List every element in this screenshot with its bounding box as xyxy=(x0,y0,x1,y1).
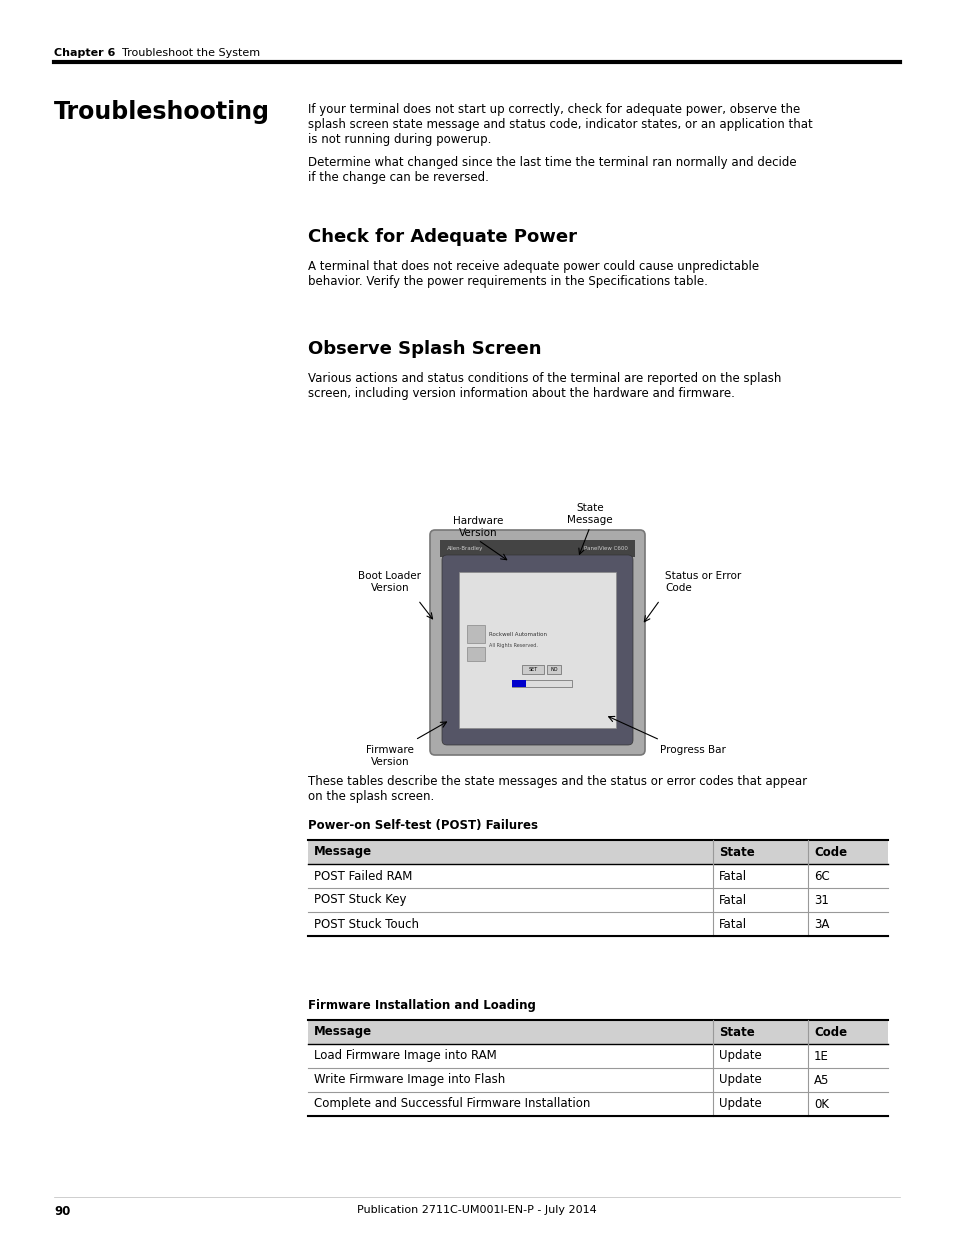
Bar xyxy=(467,647,484,661)
Text: Publication 2711C-UM001I-EN-P - July 2014: Publication 2711C-UM001I-EN-P - July 201… xyxy=(356,1205,597,1215)
Bar xyxy=(712,1020,807,1044)
Text: Message: Message xyxy=(314,1025,372,1039)
Text: Firmware
Version: Firmware Version xyxy=(366,745,414,767)
Text: Fatal: Fatal xyxy=(719,869,746,883)
Text: State: State xyxy=(719,846,754,858)
Text: POST Stuck Touch: POST Stuck Touch xyxy=(314,918,418,930)
Text: Message: Message xyxy=(314,846,372,858)
Text: POST Failed RAM: POST Failed RAM xyxy=(314,869,412,883)
Text: Chapter 6: Chapter 6 xyxy=(54,48,115,58)
Text: POST Stuck Key: POST Stuck Key xyxy=(314,893,406,906)
Bar xyxy=(308,840,712,864)
Text: Update: Update xyxy=(719,1050,760,1062)
Text: behavior. Verify the power requirements in the Specifications table.: behavior. Verify the power requirements … xyxy=(308,275,707,288)
Text: Firmware Installation and Loading: Firmware Installation and Loading xyxy=(308,999,536,1011)
Text: Allen-Bradley: Allen-Bradley xyxy=(447,546,483,551)
Text: Power-on Self-test (POST) Failures: Power-on Self-test (POST) Failures xyxy=(308,819,537,832)
Bar xyxy=(512,680,572,687)
Text: 3A: 3A xyxy=(813,918,828,930)
Text: SET: SET xyxy=(528,667,537,672)
Text: 31: 31 xyxy=(813,893,828,906)
Bar xyxy=(308,1020,712,1044)
Text: Update: Update xyxy=(719,1073,760,1087)
Text: All Rights Reserved.: All Rights Reserved. xyxy=(489,642,537,647)
Text: 6C: 6C xyxy=(813,869,829,883)
Text: Fatal: Fatal xyxy=(719,918,746,930)
Text: 90: 90 xyxy=(54,1205,71,1218)
Bar xyxy=(458,572,616,727)
Text: Observe Splash Screen: Observe Splash Screen xyxy=(308,340,541,358)
Text: splash screen state message and status code, indicator states, or an application: splash screen state message and status c… xyxy=(308,119,812,131)
Bar xyxy=(547,664,561,674)
FancyBboxPatch shape xyxy=(441,555,633,745)
Text: on the splash screen.: on the splash screen. xyxy=(308,790,434,803)
Text: NO: NO xyxy=(550,667,558,672)
Text: Troubleshooting: Troubleshooting xyxy=(54,100,270,124)
FancyBboxPatch shape xyxy=(430,530,644,755)
Text: 0K: 0K xyxy=(813,1098,828,1110)
Text: Status or Error
Code: Status or Error Code xyxy=(664,571,740,593)
Text: Troubleshoot the System: Troubleshoot the System xyxy=(122,48,260,58)
Bar xyxy=(807,1020,887,1044)
Bar xyxy=(522,664,544,674)
Text: Load Firmware Image into RAM: Load Firmware Image into RAM xyxy=(314,1050,497,1062)
Text: These tables describe the state messages and the status or error codes that appe: These tables describe the state messages… xyxy=(308,776,806,788)
Text: Write Firmware Image into Flash: Write Firmware Image into Flash xyxy=(314,1073,505,1087)
Text: Update: Update xyxy=(719,1098,760,1110)
Text: screen, including version information about the hardware and firmware.: screen, including version information ab… xyxy=(308,387,734,400)
Text: Code: Code xyxy=(813,846,846,858)
Text: Various actions and status conditions of the terminal are reported on the splash: Various actions and status conditions of… xyxy=(308,372,781,385)
Text: Code: Code xyxy=(813,1025,846,1039)
Text: PanelView C600: PanelView C600 xyxy=(583,546,627,551)
Text: If your terminal does not start up correctly, check for adequate power, observe : If your terminal does not start up corre… xyxy=(308,103,800,116)
Text: is not running during powerup.: is not running during powerup. xyxy=(308,133,491,146)
Text: Fatal: Fatal xyxy=(719,893,746,906)
Text: Boot Loader
Version: Boot Loader Version xyxy=(358,571,421,593)
Text: A5: A5 xyxy=(813,1073,828,1087)
Bar xyxy=(439,540,635,557)
Text: Hardware
Version: Hardware Version xyxy=(453,515,502,538)
Text: State: State xyxy=(719,1025,754,1039)
Bar xyxy=(712,840,807,864)
Text: Determine what changed since the last time the terminal ran normally and decide: Determine what changed since the last ti… xyxy=(308,156,796,169)
Text: Complete and Successful Firmware Installation: Complete and Successful Firmware Install… xyxy=(314,1098,590,1110)
Bar xyxy=(807,840,887,864)
Bar xyxy=(467,625,484,643)
Text: A terminal that does not receive adequate power could cause unpredictable: A terminal that does not receive adequat… xyxy=(308,261,759,273)
Text: if the change can be reversed.: if the change can be reversed. xyxy=(308,170,488,184)
Text: Rockwell Automation: Rockwell Automation xyxy=(489,632,546,637)
Bar xyxy=(512,680,526,687)
Text: 1E: 1E xyxy=(813,1050,828,1062)
Text: Progress Bar: Progress Bar xyxy=(659,745,725,755)
Text: Check for Adequate Power: Check for Adequate Power xyxy=(308,228,577,246)
Text: State
Message: State Message xyxy=(567,503,612,525)
